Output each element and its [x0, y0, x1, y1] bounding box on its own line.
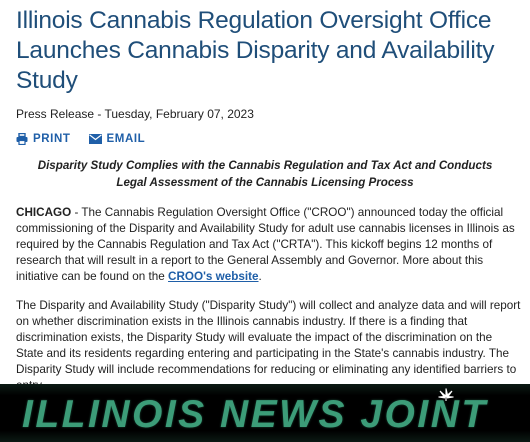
paragraph-text: .	[258, 270, 262, 283]
subheadline: Disparity Study Complies with the Cannab…	[37, 159, 493, 189]
press-release-date: Press Release - Tuesday, February 07, 20…	[16, 107, 254, 121]
print-label: PRINT	[33, 133, 71, 145]
paragraph: The Disparity and Availability Study ("D…	[16, 299, 521, 392]
email-icon	[88, 134, 102, 144]
print-button[interactable]: PRINT	[16, 133, 71, 145]
dateline-city: CHICAGO	[16, 206, 72, 219]
link[interactable]: CROO's website	[168, 270, 259, 283]
email-button[interactable]: EMAIL	[88, 133, 146, 145]
print-icon	[16, 133, 28, 145]
paragraph: CHICAGO - The Cannabis Regulation Oversi…	[16, 205, 521, 285]
site-logo-text: ILLINOIS NEWS JOINT	[22, 393, 488, 436]
footer-banner: ILLINOIS NEWS JOINT	[0, 384, 530, 442]
headline: Illinois Cannabis Regulation Oversight O…	[16, 7, 495, 94]
paragraph-text: - The Cannabis Regulation Oversight Offi…	[16, 206, 515, 283]
share-actions: PRINT EMAIL	[16, 133, 145, 145]
email-label: EMAIL	[106, 133, 146, 145]
leaf-icon	[438, 388, 454, 401]
